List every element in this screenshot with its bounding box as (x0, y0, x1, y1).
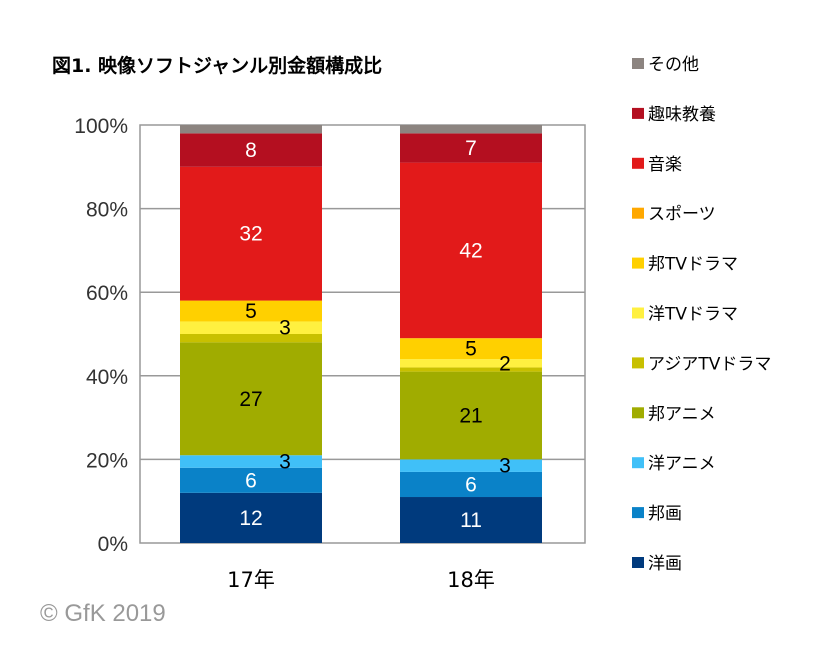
bar-segment (400, 459, 542, 472)
bar-segment (180, 492, 322, 543)
legend-swatch (632, 157, 644, 169)
data-label: 3 (279, 317, 291, 340)
bar-segment (400, 359, 542, 368)
legend-label: 邦TVドラマ (648, 255, 738, 275)
data-label: 2 (499, 352, 511, 375)
y-tick-label: 60% (86, 282, 128, 305)
bar-segment (180, 342, 322, 456)
legend-label: その他 (648, 55, 699, 75)
bar-segment (400, 471, 542, 498)
bar-segment (400, 371, 542, 460)
y-tick-label: 80% (86, 199, 128, 222)
chart-title: 図1. 映像ソフトジャンル別金額構成比 (52, 54, 382, 77)
bar-segment (400, 133, 542, 163)
bar-segment (180, 455, 322, 468)
legend-label: 邦画 (648, 504, 682, 524)
bar-segment (180, 334, 322, 343)
bar-segment (180, 300, 322, 322)
bar-segment (400, 497, 542, 543)
legend-swatch (632, 507, 644, 519)
legend-swatch (632, 207, 644, 219)
plot-frame (139, 124, 586, 544)
legend-swatch (632, 307, 644, 319)
data-label: 3 (279, 450, 291, 473)
legend-swatch (632, 107, 644, 119)
copyright: © GfK 2019 (40, 600, 166, 627)
data-label: 3 (499, 455, 511, 478)
bar-segment (180, 321, 322, 334)
legend-label: 洋アニメ (648, 454, 716, 474)
x-category-label: 17年 (227, 568, 275, 592)
bar-segment (180, 467, 322, 493)
legend-label: 邦アニメ (648, 404, 716, 424)
x-category-label: 18年 (447, 568, 495, 592)
data-label: 32 (239, 223, 262, 246)
data-label: 6 (245, 469, 257, 492)
bar-segment (400, 367, 542, 372)
data-label: 6 (465, 473, 477, 496)
legend-swatch (632, 457, 644, 469)
legend-label: スポーツ (648, 205, 716, 225)
legend-swatch (632, 257, 644, 269)
legend-label: アジアTVドラマ (648, 354, 771, 374)
data-label: 12 (239, 507, 262, 530)
legend-label: 趣味教養 (648, 105, 716, 125)
bar-segment (180, 133, 322, 167)
legend-label: 音楽 (648, 155, 682, 175)
legend-swatch (632, 557, 644, 568)
legend-swatch (632, 407, 644, 419)
data-label: 8 (245, 139, 257, 162)
data-label: 27 (239, 388, 262, 411)
y-tick-label: 0% (98, 533, 128, 556)
legend-label: 洋画 (648, 554, 682, 574)
bar-segment (180, 125, 322, 134)
data-label: 5 (465, 338, 477, 361)
data-label: 21 (459, 405, 482, 428)
bar-segment (400, 162, 542, 339)
y-tick-label: 20% (86, 449, 128, 472)
data-label: 5 (245, 300, 257, 323)
data-label: 11 (460, 509, 482, 532)
bar-segment (400, 338, 542, 360)
legend-swatch (632, 58, 644, 69)
legend-label: 洋TVドラマ (648, 305, 738, 325)
bar-segment (400, 125, 542, 134)
legend-swatch (632, 357, 644, 369)
y-tick-label: 100% (74, 115, 128, 138)
y-tick-label: 40% (86, 366, 128, 389)
data-label: 42 (459, 239, 482, 262)
data-label: 7 (465, 137, 477, 160)
bar-segment (180, 166, 322, 301)
